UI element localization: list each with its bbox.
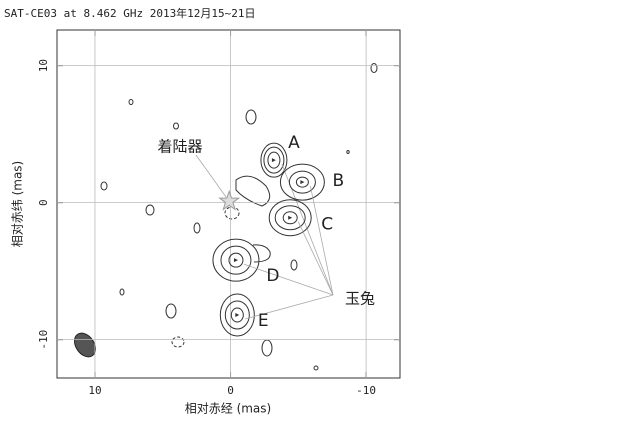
negative-contour: [171, 336, 185, 348]
noise-contour: [346, 150, 350, 154]
source-label: B: [333, 171, 345, 191]
plot-frame: [56, 29, 401, 379]
source-contour: [224, 300, 250, 330]
y-tick-label: -10: [37, 330, 50, 350]
source-contour: [295, 176, 309, 188]
source-peak: [288, 215, 293, 220]
leader-line: [195, 154, 227, 198]
noise-contour: [100, 181, 108, 191]
noise-contour: [370, 63, 378, 73]
source-contour: [230, 307, 244, 323]
leader-line: [243, 263, 334, 296]
noise-contour: [173, 122, 179, 130]
source-contour: [274, 205, 306, 231]
source-peak: [300, 180, 305, 185]
noise-contour: [145, 204, 155, 216]
source-contour: [282, 211, 298, 225]
source-label: A: [288, 133, 300, 153]
source-contour: [228, 252, 244, 268]
lander-marker: [218, 189, 241, 211]
leader-line: [245, 294, 334, 320]
noise-contour: [313, 365, 319, 371]
source-label: C: [321, 215, 333, 235]
source-peak: [271, 158, 276, 163]
source-contour: [212, 238, 260, 282]
source-contour: [279, 163, 325, 201]
noise-contours: [100, 63, 378, 371]
noise-contour: [165, 303, 177, 319]
negative-contour: [224, 206, 240, 220]
source-contour: [267, 151, 281, 169]
y-tick-label: 10: [37, 59, 50, 72]
noise-contour: [193, 222, 201, 234]
source-contour: [263, 146, 285, 174]
x-tick-label: -10: [356, 384, 376, 397]
noise-contour: [261, 339, 273, 357]
source-contour: [220, 245, 252, 275]
noise-contour: [119, 288, 125, 296]
rover-label: 玉兔: [345, 290, 375, 308]
source-contour: [288, 170, 316, 194]
y-axis-label: 相对赤纬 (mas): [11, 161, 25, 247]
chart-title: SAT-CE03 at 8.462 GHz 2013年12月15~21日: [4, 6, 256, 20]
x-axis-label: 相对赤经 (mas): [185, 402, 271, 416]
noise-contour: [290, 259, 298, 271]
source-contour: [268, 199, 312, 237]
source-peak: [235, 312, 240, 317]
x-tick-label: 10: [88, 384, 101, 397]
y-tick-label: 0: [37, 199, 50, 206]
lander-label: 着陆器: [157, 138, 202, 156]
noise-contour: [128, 99, 134, 105]
x-tick-label: 0: [227, 384, 234, 397]
noise-contour: [245, 109, 257, 125]
noise-contour: [252, 244, 271, 263]
noise-contour: [235, 175, 271, 207]
source-peak: [233, 258, 238, 263]
beam: [74, 332, 96, 358]
leader-line: [297, 221, 334, 296]
leader-line: [309, 185, 334, 296]
source-contour: [260, 142, 288, 178]
source-label: E: [258, 311, 269, 331]
source-label: D: [266, 266, 279, 286]
source-contour: [219, 293, 255, 337]
